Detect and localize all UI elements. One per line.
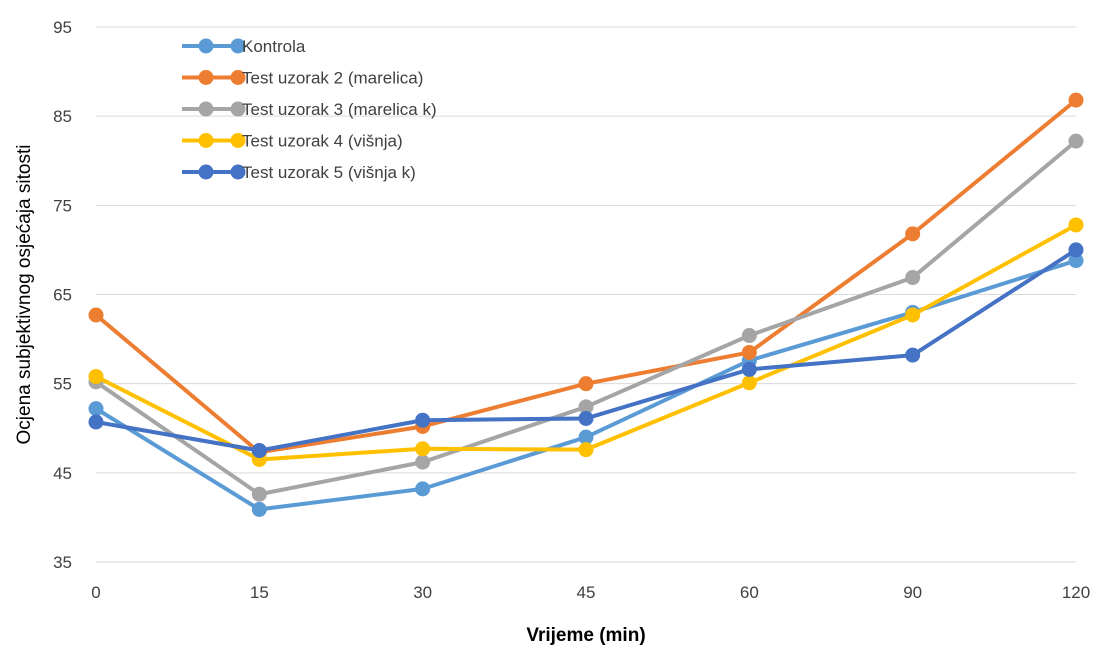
x-tick-label: 30 (413, 583, 432, 602)
y-tick-label: 95 (53, 18, 72, 37)
data-point (89, 369, 104, 384)
legend-swatch-marker (199, 165, 214, 180)
legend-label: Test uzorak 5 (višnja k) (242, 163, 416, 182)
legend-swatch-marker (199, 39, 214, 54)
data-point (905, 308, 920, 323)
data-point (905, 226, 920, 241)
y-tick-label: 85 (53, 107, 72, 126)
data-point (415, 481, 430, 496)
data-point (89, 415, 104, 430)
data-point (415, 413, 430, 428)
data-point (742, 328, 757, 343)
data-point (415, 441, 430, 456)
legend-label: Test uzorak 3 (marelica k) (242, 100, 437, 119)
series-5 (89, 242, 1084, 458)
data-point (252, 487, 267, 502)
data-point (579, 442, 594, 457)
legend-swatch-marker (199, 133, 214, 148)
data-point (579, 411, 594, 426)
y-axis-title: Ocjena subjektivnog osjećaja sitosti (14, 145, 35, 445)
legend-item: Test uzorak 5 (višnja k) (182, 163, 416, 182)
data-point (742, 362, 757, 377)
y-tick-label: 35 (53, 553, 72, 572)
data-point (1069, 217, 1084, 232)
x-tick-label: 60 (740, 583, 759, 602)
series-layer (89, 93, 1084, 517)
data-point (89, 308, 104, 323)
data-point (905, 348, 920, 363)
legend-swatch-marker (199, 102, 214, 117)
x-tick-label: 45 (577, 583, 596, 602)
x-tick-label: 120 (1062, 583, 1090, 602)
data-point (1069, 93, 1084, 108)
data-point (742, 345, 757, 360)
data-point (89, 401, 104, 416)
data-point (1069, 242, 1084, 257)
y-axis-ticks: 35 45 55 65 75 85 95 (53, 18, 72, 572)
data-point (252, 502, 267, 517)
x-tick-label: 0 (91, 583, 100, 602)
x-axis-ticks: 0 15 30 45 60 90 120 (91, 583, 1090, 602)
legend-swatch-marker (199, 70, 214, 85)
y-tick-label: 65 (53, 286, 72, 305)
data-point (1069, 134, 1084, 149)
y-tick-label: 45 (53, 464, 72, 483)
legend-label: Test uzorak 4 (višnja) (242, 132, 403, 151)
x-tick-label: 90 (903, 583, 922, 602)
data-point (579, 376, 594, 391)
data-point (415, 455, 430, 470)
y-tick-label: 75 (53, 196, 72, 215)
legend: Kontrola Test uzorak 2 (marelica) Test uzo… (182, 37, 437, 182)
legend-item: Test uzorak 4 (višnja) (182, 132, 403, 151)
data-point (742, 375, 757, 390)
x-tick-label: 15 (250, 583, 269, 602)
legend-label: Kontrola (242, 37, 306, 56)
legend-item: Kontrola (182, 37, 306, 56)
y-tick-label: 55 (53, 375, 72, 394)
x-axis-title: Vrijeme (min) (526, 625, 645, 646)
data-point (252, 443, 267, 458)
legend-item: Test uzorak 2 (marelica) (182, 69, 423, 88)
legend-label: Test uzorak 2 (marelica) (242, 69, 423, 88)
data-point (905, 270, 920, 285)
